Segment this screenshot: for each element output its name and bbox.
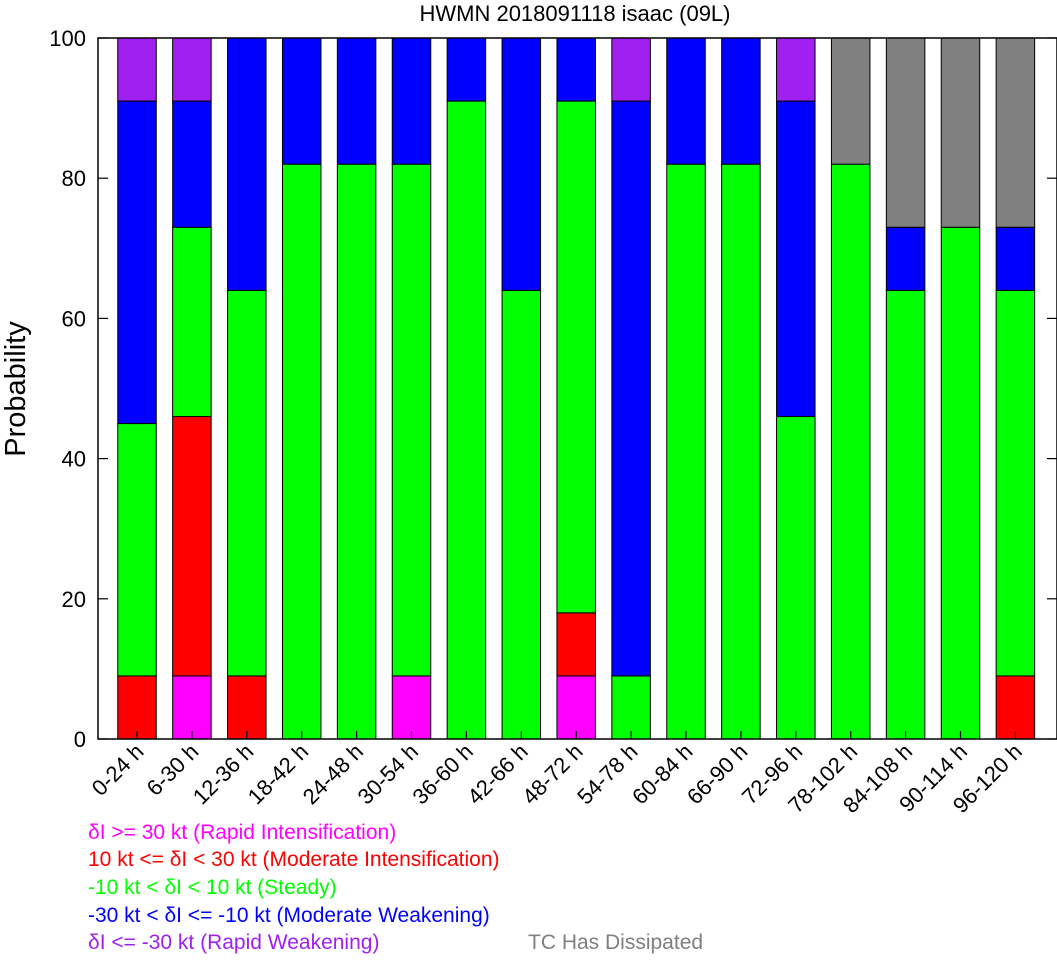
legend-item-rapid-intensification: δI >= 30 kt (Rapid Intensification) [88, 821, 397, 844]
x-tick-label: 12-36 h [188, 739, 258, 809]
bar-segment-steady [830, 163, 871, 740]
x-tick-label: 48-72 h [517, 739, 587, 809]
x-tick-label: 30-54 h [353, 739, 423, 809]
bar-segment-ri [391, 675, 432, 740]
bar-segment-dissipated [940, 37, 981, 228]
bar-segment-mw [556, 37, 596, 102]
bar-segment-mw [666, 37, 706, 165]
bar-segment-ri [556, 675, 596, 740]
x-tick-label: 24-48 h [298, 739, 368, 809]
x-tick-labels: 0-24 h6-30 h12-36 h18-42 h24-48 h30-54 h… [87, 739, 1027, 818]
x-tick-label: 66-90 h [682, 739, 752, 809]
x-tick-label: 60-84 h [627, 739, 697, 809]
bar-segment-mw [885, 226, 926, 291]
bar-segment-mw [336, 37, 377, 165]
legend-item-dissipated: TC Has Dissipated [528, 931, 704, 954]
legend-item-moderate-intensification: 10 kt <= δI < 30 kt (Moderate Intensific… [88, 848, 500, 871]
bar-segment-steady [995, 289, 1036, 677]
bar-segment-steady [172, 226, 212, 418]
bar-segment-steady [885, 289, 926, 740]
bar-segment-mw [172, 100, 212, 228]
bar-segment-steady [446, 100, 487, 740]
legend-item-steady: -10 kt < δI < 10 kt (Steady) [88, 876, 337, 899]
x-tick-label: 54-78 h [572, 739, 642, 809]
bar-segment-rw [611, 37, 651, 102]
x-tick-label: 36-60 h [407, 739, 477, 809]
bar-segment-steady [556, 100, 596, 614]
y-tick-label: 0 [74, 727, 86, 752]
x-tick-label: 0-24 h [87, 739, 149, 801]
bar-segment-rw [117, 37, 157, 102]
bar-segment-mw [611, 100, 651, 677]
bar-segment-steady [117, 423, 157, 677]
bar-segment-rw [776, 37, 816, 102]
bar-segment-mw [501, 37, 542, 291]
bar-segment-steady [336, 163, 377, 740]
bar-segment-mw [281, 37, 322, 165]
bar-segment-mi [556, 612, 596, 677]
bar-segment-rw [172, 37, 212, 102]
bar-segment-steady [666, 163, 706, 740]
bar-segment-steady [281, 163, 322, 740]
y-tick-labels: 0 20 40 60 80 100 [49, 26, 86, 752]
bar-segment-steady [940, 226, 981, 740]
x-tick-label: 42-66 h [462, 739, 532, 809]
bars-group [117, 37, 1036, 740]
bar-segment-steady [227, 289, 267, 677]
bar-segment-mw [227, 37, 267, 291]
bar-segment-mi [227, 675, 267, 740]
legend-item-moderate-weakening: -30 kt < δI <= -10 kt (Moderate Weakenin… [88, 904, 490, 927]
bar-segment-steady [501, 289, 542, 740]
chart-title: HWMN 2018091118 isaac (09L) [419, 1, 730, 26]
y-tick-label: 60 [62, 306, 86, 331]
bar-segment-mw [117, 100, 157, 425]
bar-segment-ri [172, 675, 212, 740]
bar-segment-mi [172, 416, 212, 677]
bar-segment-steady [611, 675, 651, 740]
bar-segment-mw [721, 37, 761, 165]
y-tick-label: 40 [62, 447, 86, 472]
plot-frame [97, 37, 1057, 740]
bar-segment-mi [995, 675, 1036, 740]
y-axis-label: Probability [0, 321, 32, 457]
y-tick-label: 20 [62, 587, 86, 612]
axes-group [97, 37, 1057, 740]
bar-segment-mw [391, 37, 432, 165]
bar-segment-mi [117, 675, 157, 740]
bar-segment-mw [995, 226, 1036, 291]
bar-segment-dissipated [995, 37, 1036, 228]
x-tick-label: 18-42 h [243, 739, 313, 809]
bar-segment-dissipated [885, 37, 926, 228]
y-tick-label: 80 [62, 166, 86, 191]
bar-segment-steady [391, 163, 432, 677]
bar-segment-mw [446, 37, 487, 102]
bar-segment-steady [776, 416, 816, 740]
legend-item-rapid-weakening: δI <= -30 kt (Rapid Weakening) [88, 931, 380, 954]
bar-segment-dissipated [830, 37, 871, 165]
y-tick-label: 100 [49, 26, 86, 51]
bar-segment-steady [721, 163, 761, 740]
bar-segment-mw [776, 100, 816, 418]
